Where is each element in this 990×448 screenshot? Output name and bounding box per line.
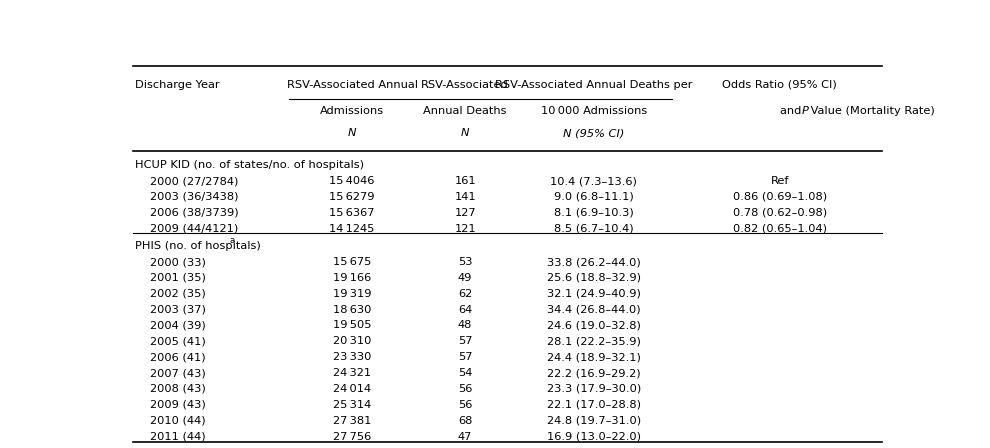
Text: a: a bbox=[230, 237, 235, 246]
Text: 48: 48 bbox=[458, 320, 472, 331]
Text: RSV-Associated Annual Deaths per: RSV-Associated Annual Deaths per bbox=[495, 80, 692, 90]
Text: 53: 53 bbox=[458, 257, 472, 267]
Text: 15 675: 15 675 bbox=[333, 257, 371, 267]
Text: 19 505: 19 505 bbox=[333, 320, 371, 331]
Text: 2005 (41): 2005 (41) bbox=[149, 336, 206, 346]
Text: 56: 56 bbox=[458, 384, 472, 394]
Text: 2003 (37): 2003 (37) bbox=[149, 305, 206, 314]
Text: 2008 (43): 2008 (43) bbox=[149, 384, 206, 394]
Text: 24 014: 24 014 bbox=[333, 384, 371, 394]
Text: 2006 (41): 2006 (41) bbox=[149, 352, 206, 362]
Text: 2007 (43): 2007 (43) bbox=[149, 368, 206, 378]
Text: 0.82 (0.65–1.04): 0.82 (0.65–1.04) bbox=[733, 224, 827, 234]
Text: 64: 64 bbox=[458, 305, 472, 314]
Text: Odds Ratio (95% CI): Odds Ratio (95% CI) bbox=[723, 80, 838, 90]
Text: N: N bbox=[347, 128, 356, 138]
Text: 25 314: 25 314 bbox=[333, 400, 371, 410]
Text: 15 4046: 15 4046 bbox=[330, 176, 374, 186]
Text: and: and bbox=[780, 106, 805, 116]
Text: 34.4 (26.8–44.0): 34.4 (26.8–44.0) bbox=[546, 305, 641, 314]
Text: 57: 57 bbox=[458, 352, 472, 362]
Text: 2009 (43): 2009 (43) bbox=[149, 400, 206, 410]
Text: 9.0 (6.8–11.1): 9.0 (6.8–11.1) bbox=[553, 192, 634, 202]
Text: 24.6 (19.0–32.8): 24.6 (19.0–32.8) bbox=[546, 320, 641, 331]
Text: Admissions: Admissions bbox=[320, 106, 384, 116]
Text: 15 6367: 15 6367 bbox=[330, 208, 375, 218]
Text: 8.5 (6.7–10.4): 8.5 (6.7–10.4) bbox=[553, 224, 634, 234]
Text: 28.1 (22.2–35.9): 28.1 (22.2–35.9) bbox=[546, 336, 641, 346]
Text: HCUP KID (no. of states/no. of hospitals): HCUP KID (no. of states/no. of hospitals… bbox=[136, 160, 364, 170]
Text: N (95% CI): N (95% CI) bbox=[563, 128, 625, 138]
Text: N: N bbox=[461, 128, 469, 138]
Text: 15 6279: 15 6279 bbox=[330, 192, 375, 202]
Text: 27 756: 27 756 bbox=[333, 431, 371, 442]
Text: 25.6 (18.8–32.9): 25.6 (18.8–32.9) bbox=[546, 273, 641, 283]
Text: 2004 (39): 2004 (39) bbox=[149, 320, 206, 331]
Text: 24 321: 24 321 bbox=[333, 368, 371, 378]
Text: 54: 54 bbox=[458, 368, 472, 378]
Text: 2006 (38/3739): 2006 (38/3739) bbox=[149, 208, 239, 218]
Text: 47: 47 bbox=[458, 431, 472, 442]
Text: 2002 (35): 2002 (35) bbox=[149, 289, 206, 299]
Text: 10.4 (7.3–13.6): 10.4 (7.3–13.6) bbox=[550, 176, 638, 186]
Text: 56: 56 bbox=[458, 400, 472, 410]
Text: 18 630: 18 630 bbox=[333, 305, 371, 314]
Text: 2011 (44): 2011 (44) bbox=[149, 431, 206, 442]
Text: 22.1 (17.0–28.8): 22.1 (17.0–28.8) bbox=[546, 400, 641, 410]
Text: RSV-Associated: RSV-Associated bbox=[422, 80, 509, 90]
Text: Annual Deaths: Annual Deaths bbox=[424, 106, 507, 116]
Text: 141: 141 bbox=[454, 192, 476, 202]
Text: 27 381: 27 381 bbox=[333, 416, 371, 426]
Text: P: P bbox=[801, 106, 808, 116]
Text: 49: 49 bbox=[458, 273, 472, 283]
Text: 127: 127 bbox=[454, 208, 476, 218]
Text: 19 319: 19 319 bbox=[333, 289, 371, 299]
Text: Discharge Year: Discharge Year bbox=[136, 80, 220, 90]
Text: 2000 (27/2784): 2000 (27/2784) bbox=[149, 176, 239, 186]
Text: 161: 161 bbox=[454, 176, 476, 186]
Text: 22.2 (16.9–29.2): 22.2 (16.9–29.2) bbox=[546, 368, 641, 378]
Text: 16.9 (13.0–22.0): 16.9 (13.0–22.0) bbox=[546, 431, 641, 442]
Text: 2003 (36/3438): 2003 (36/3438) bbox=[149, 192, 239, 202]
Text: 121: 121 bbox=[454, 224, 476, 234]
Text: RSV-Associated Annual: RSV-Associated Annual bbox=[286, 80, 418, 90]
Text: 62: 62 bbox=[458, 289, 472, 299]
Text: 8.1 (6.9–10.3): 8.1 (6.9–10.3) bbox=[553, 208, 634, 218]
Text: 33.8 (26.2–44.0): 33.8 (26.2–44.0) bbox=[546, 257, 641, 267]
Text: 0.78 (0.62–0.98): 0.78 (0.62–0.98) bbox=[733, 208, 827, 218]
Text: 2009 (44/4121): 2009 (44/4121) bbox=[149, 224, 238, 234]
Text: Value (Mortality Rate): Value (Mortality Rate) bbox=[808, 106, 936, 116]
Text: 2000 (33): 2000 (33) bbox=[149, 257, 206, 267]
Text: 0.86 (0.69–1.08): 0.86 (0.69–1.08) bbox=[733, 192, 827, 202]
Text: 19 166: 19 166 bbox=[333, 273, 371, 283]
Text: 32.1 (24.9–40.9): 32.1 (24.9–40.9) bbox=[546, 289, 641, 299]
Text: 24.8 (19.7–31.0): 24.8 (19.7–31.0) bbox=[546, 416, 641, 426]
Text: 57: 57 bbox=[458, 336, 472, 346]
Text: 24.4 (18.9–32.1): 24.4 (18.9–32.1) bbox=[546, 352, 641, 362]
Text: 23.3 (17.9–30.0): 23.3 (17.9–30.0) bbox=[546, 384, 641, 394]
Text: 20 310: 20 310 bbox=[333, 336, 371, 346]
Text: 10 000 Admissions: 10 000 Admissions bbox=[541, 106, 646, 116]
Text: 23 330: 23 330 bbox=[333, 352, 371, 362]
Text: 14 1245: 14 1245 bbox=[330, 224, 374, 234]
Text: 2010 (44): 2010 (44) bbox=[149, 416, 206, 426]
Text: 68: 68 bbox=[458, 416, 472, 426]
Text: Ref: Ref bbox=[770, 176, 789, 186]
Text: PHIS (no. of hospitals): PHIS (no. of hospitals) bbox=[136, 241, 261, 251]
Text: 2001 (35): 2001 (35) bbox=[149, 273, 206, 283]
